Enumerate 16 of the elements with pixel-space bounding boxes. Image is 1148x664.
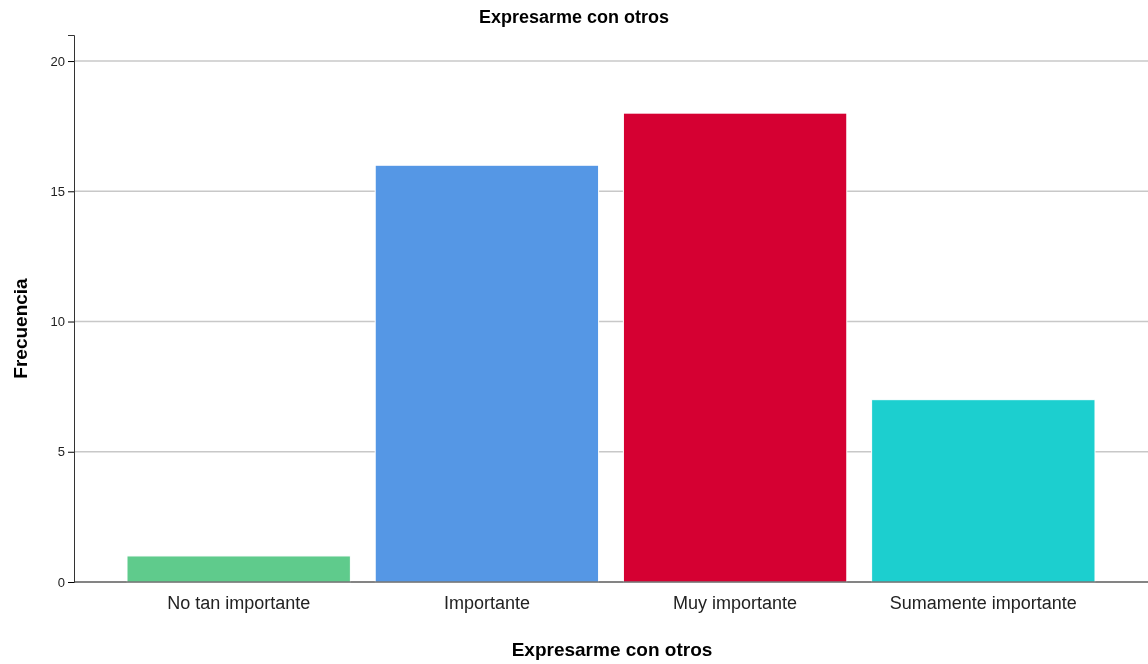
x-tick-label: Muy importante [673, 592, 798, 613]
bar [871, 399, 1096, 583]
y-axis-title: Frecuencia [10, 277, 31, 379]
chart-title: Expresarme con otros [478, 7, 670, 27]
y-tick-label: 15 [50, 183, 65, 199]
bar [374, 164, 600, 583]
y-tick-label: 20 [50, 53, 65, 69]
x-tick-label: Importante [443, 592, 530, 613]
bar [622, 112, 848, 583]
x-tick-label: Sumamente importante [889, 592, 1077, 613]
x-axis-title: Expresarme con otros [511, 639, 713, 660]
y-tick-label: 10 [50, 314, 65, 330]
x-tick-label: No tan importante [167, 592, 311, 613]
y-tick-label: 0 [57, 574, 65, 590]
bar [126, 555, 351, 583]
y-tick-label: 5 [57, 444, 65, 460]
